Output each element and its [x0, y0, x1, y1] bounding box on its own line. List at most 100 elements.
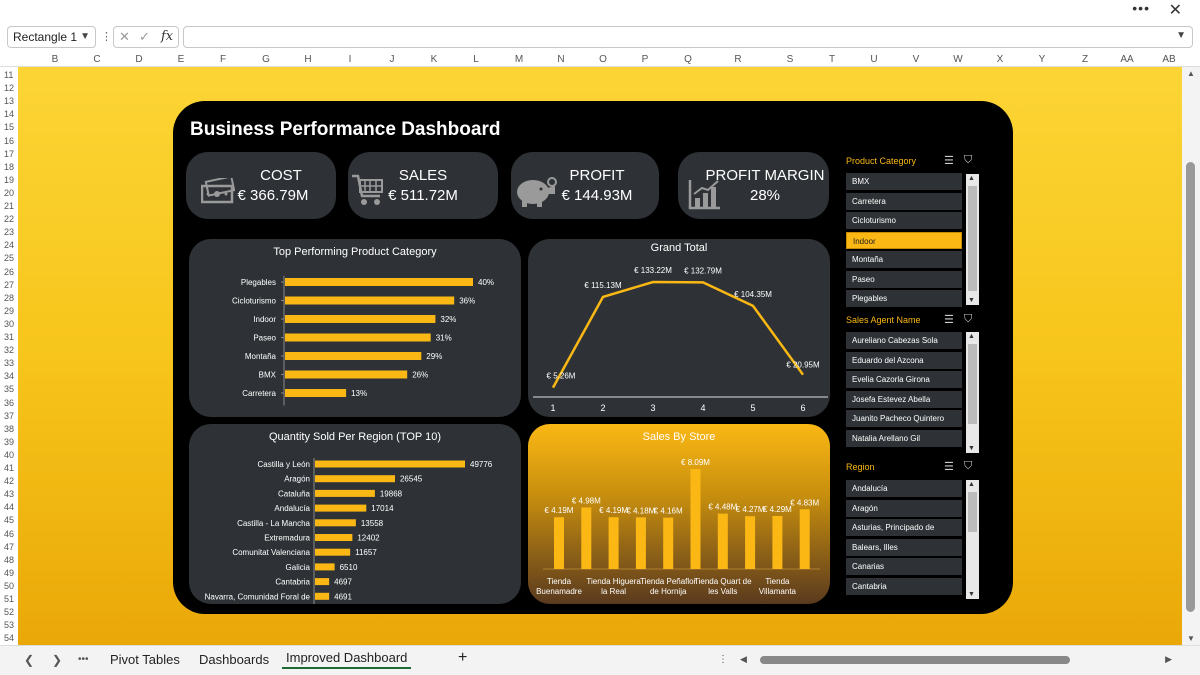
- column-header[interactable]: B: [51, 54, 59, 65]
- slicer-item[interactable]: Carretera: [846, 192, 962, 210]
- column-header[interactable]: V: [912, 54, 920, 65]
- scroll-down-icon[interactable]: ▼: [968, 445, 975, 452]
- row-header[interactable]: 20: [4, 187, 15, 198]
- slicer-item[interactable]: Eduardo del Azcona: [846, 351, 962, 369]
- column-header[interactable]: J: [389, 54, 395, 65]
- slicer-scrollbar[interactable]: ▲ ▼: [966, 480, 979, 599]
- grand-total-chart[interactable]: Grand Total € 5.26M 1 € 115.13M 2 € 133.22M 3…: [528, 239, 830, 417]
- slicer-item[interactable]: Canarias: [846, 558, 962, 575]
- slicer-item[interactable]: Cicloturismo: [846, 212, 962, 229]
- scroll-up-icon[interactable]: ▲: [968, 175, 975, 182]
- column-header[interactable]: E: [177, 54, 185, 65]
- scroll-thumb[interactable]: [968, 344, 977, 424]
- column-header[interactable]: N: [557, 54, 565, 65]
- scroll-thumb[interactable]: [968, 492, 977, 532]
- slicer-item[interactable]: Indoor: [846, 231, 962, 249]
- row-header[interactable]: 39: [4, 436, 15, 447]
- sales-by-store-chart[interactable]: Sales By Store € 4.19M € 4.98M € 4.19M € 4.…: [528, 424, 830, 604]
- slicer-item[interactable]: Andalucía: [846, 480, 962, 497]
- row-header[interactable]: 15: [4, 122, 15, 133]
- column-header[interactable]: Q: [684, 54, 692, 65]
- slicer-item[interactable]: Cantabria: [846, 577, 962, 595]
- row-header[interactable]: 42: [4, 476, 15, 487]
- fx-icon[interactable]: fx: [161, 29, 174, 44]
- row-header[interactable]: 26: [4, 266, 15, 277]
- column-header[interactable]: H: [304, 54, 312, 65]
- prev-sheet-icon[interactable]: ❮: [24, 653, 35, 667]
- row-header[interactable]: 52: [4, 607, 15, 618]
- add-sheet-button[interactable]: +: [458, 649, 468, 666]
- row-header[interactable]: 29: [4, 305, 15, 316]
- column-header[interactable]: AB: [1162, 54, 1176, 65]
- next-sheet-icon[interactable]: ❯: [52, 653, 63, 667]
- clear-filter-icon[interactable]: ⛉: [964, 154, 973, 166]
- row-header[interactable]: 37: [4, 410, 15, 421]
- column-header[interactable]: G: [262, 54, 270, 65]
- dashboard-rectangle[interactable]: Business Performance Dashboard COST € 36…: [173, 101, 1013, 614]
- scroll-up-icon[interactable]: ▲: [968, 333, 975, 340]
- tab-dashboards[interactable]: Dashboards: [199, 652, 270, 667]
- horizontal-scrollbar[interactable]: ◀ ▶: [740, 654, 1180, 668]
- row-header[interactable]: 16: [4, 135, 15, 146]
- slicer-item[interactable]: Aragón: [846, 499, 962, 517]
- row-header[interactable]: 19: [4, 174, 15, 185]
- column-header[interactable]: S: [786, 54, 794, 65]
- multi-select-icon[interactable]: ☰: [944, 461, 954, 473]
- scroll-down-icon[interactable]: ▼: [968, 297, 975, 304]
- row-header[interactable]: 51: [4, 594, 15, 604]
- row-header[interactable]: 50: [4, 580, 15, 591]
- slicer-item[interactable]: Montaña: [846, 251, 962, 268]
- scroll-thumb[interactable]: [968, 186, 977, 291]
- row-header[interactable]: 27: [4, 279, 15, 290]
- slicer-item[interactable]: Juanito Pacheco Quintero: [846, 410, 962, 427]
- column-header[interactable]: F: [219, 54, 227, 65]
- column-header[interactable]: D: [135, 54, 143, 65]
- row-header[interactable]: 45: [4, 515, 15, 526]
- slicer-item[interactable]: Natalia Arellano Gil: [846, 429, 962, 447]
- expand-formula-icon[interactable]: ▼: [1176, 30, 1186, 41]
- row-header[interactable]: 25: [4, 253, 15, 264]
- row-header[interactable]: 36: [4, 397, 15, 408]
- row-header[interactable]: 17: [4, 148, 15, 159]
- row-header[interactable]: 32: [4, 345, 15, 356]
- slicer-item[interactable]: BMX: [846, 173, 962, 190]
- column-header[interactable]: M: [514, 54, 524, 65]
- close-icon[interactable]: ✕: [1168, 2, 1182, 19]
- row-header[interactable]: 53: [4, 620, 15, 631]
- column-header[interactable]: W: [953, 54, 963, 65]
- chevron-down-icon[interactable]: ▼: [80, 31, 90, 42]
- column-header[interactable]: R: [734, 54, 742, 65]
- slicer-item[interactable]: Plegables: [846, 290, 962, 307]
- scroll-down-icon[interactable]: ▼: [1187, 634, 1195, 643]
- multi-select-icon[interactable]: ☰: [944, 314, 954, 326]
- tab-improved-dashboard[interactable]: Improved Dashboard: [282, 650, 412, 669]
- row-header[interactable]: 14: [4, 109, 15, 120]
- more-dots-icon[interactable]: •••: [1132, 0, 1150, 16]
- tab-pivot-tables[interactable]: Pivot Tables: [110, 652, 180, 667]
- row-header[interactable]: 41: [4, 463, 15, 473]
- scroll-thumb[interactable]: [1186, 162, 1195, 612]
- clear-filter-icon[interactable]: ⛉: [964, 313, 973, 325]
- top-category-chart[interactable]: Top Performing Product Category Plegable…: [189, 239, 521, 417]
- row-header[interactable]: 23: [4, 227, 15, 238]
- slicer-item[interactable]: Aureliano Cabezas Sola: [846, 332, 962, 349]
- row-header[interactable]: 18: [4, 161, 15, 172]
- row-header[interactable]: 40: [4, 449, 15, 460]
- column-header[interactable]: P: [641, 54, 649, 65]
- multi-select-icon[interactable]: ☰: [944, 155, 954, 167]
- column-header[interactable]: L: [473, 54, 479, 65]
- scroll-up-icon[interactable]: ▲: [1187, 69, 1195, 78]
- row-header[interactable]: 13: [4, 96, 15, 107]
- column-header[interactable]: T: [828, 54, 836, 65]
- column-header[interactable]: K: [430, 54, 438, 65]
- row-header[interactable]: 44: [4, 502, 15, 513]
- more-sheets-icon[interactable]: •••: [78, 654, 89, 665]
- row-header[interactable]: 22: [4, 214, 15, 225]
- row-header[interactable]: 47: [4, 541, 15, 552]
- row-header[interactable]: 11: [4, 70, 14, 80]
- column-header[interactable]: AA: [1120, 54, 1134, 65]
- more-vertical-icon[interactable]: ⋮: [101, 31, 112, 43]
- name-box[interactable]: Rectangle 1 ▼: [7, 26, 96, 48]
- scroll-thumb[interactable]: [760, 656, 1070, 664]
- slicer-item[interactable]: Evelia Cazorla Girona: [846, 371, 962, 388]
